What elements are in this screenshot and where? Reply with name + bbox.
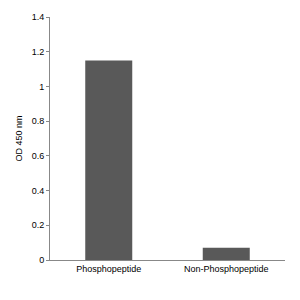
svg-text:1.2: 1.2 — [32, 47, 45, 57]
svg-text:0.4: 0.4 — [32, 186, 45, 196]
svg-text:Non-Phosphopeptide: Non-Phosphopeptide — [184, 264, 269, 274]
svg-text:Phosphopeptide: Phosphopeptide — [76, 264, 141, 274]
svg-text:0.2: 0.2 — [32, 220, 45, 230]
svg-text:1.4: 1.4 — [32, 12, 45, 22]
svg-text:1: 1 — [39, 82, 44, 92]
svg-text:OD 450 nm: OD 450 nm — [14, 115, 24, 161]
svg-text:0: 0 — [39, 255, 44, 265]
svg-text:0.6: 0.6 — [32, 151, 45, 161]
svg-text:0.8: 0.8 — [32, 116, 45, 126]
